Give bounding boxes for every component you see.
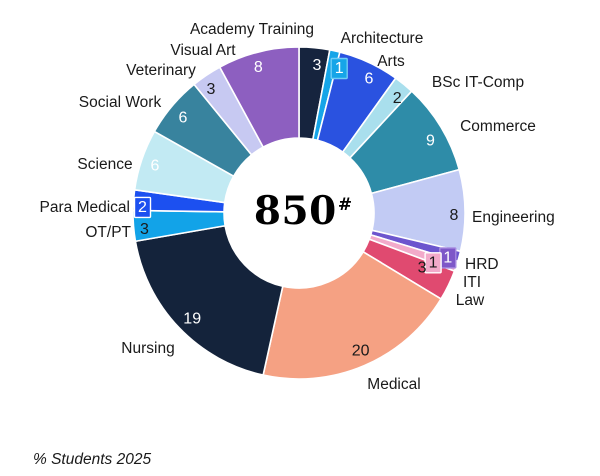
category-label-law: Law bbox=[456, 292, 485, 309]
slice-nursing bbox=[134, 224, 284, 376]
category-label-engineering: Engineering bbox=[472, 209, 555, 226]
category-label-science: Science bbox=[77, 156, 132, 173]
category-label-medical: Medical bbox=[367, 376, 420, 393]
category-label-academy-training: Academy Training bbox=[190, 21, 314, 38]
category-label-ot-pt: OT/PT bbox=[85, 224, 131, 241]
category-label-bsc-it-comp: BSc IT-Comp bbox=[432, 74, 524, 91]
slice-medical bbox=[262, 251, 442, 380]
category-label-veterinary: Veterinary bbox=[126, 62, 196, 79]
value-label-iti: 1 bbox=[429, 254, 438, 271]
category-label-social-work: Social Work bbox=[79, 94, 162, 111]
category-label-commerce: Commerce bbox=[460, 118, 536, 135]
category-label-para-medical: Para Medical bbox=[40, 199, 130, 216]
value-label-architecture: 1 bbox=[335, 60, 344, 77]
value-badge-iti bbox=[424, 252, 442, 274]
category-label-arts: Arts bbox=[377, 53, 405, 70]
value-label-para-medical: 2 bbox=[138, 199, 147, 216]
value-label-ot-pt: 3 bbox=[140, 221, 149, 238]
value-label-arts: 6 bbox=[364, 70, 373, 87]
donut-slices bbox=[132, 46, 466, 380]
value-label-veterinary: 3 bbox=[207, 81, 216, 98]
center-total-value: 850 bbox=[253, 188, 337, 234]
value-label-visual-art: 8 bbox=[254, 59, 263, 76]
value-badge-para-medical bbox=[133, 196, 152, 219]
center-total-superscript: # bbox=[337, 195, 353, 215]
category-label-hrd: HRD bbox=[465, 256, 499, 273]
value-label-commerce: 9 bbox=[426, 132, 435, 149]
category-labels: Academy Training Architecture Arts BSc IT-C… bbox=[40, 21, 555, 393]
value-label-science: 6 bbox=[150, 158, 159, 175]
category-label-visual-art: Visual Art bbox=[170, 42, 236, 59]
slice-visual-art bbox=[218, 46, 300, 148]
value-badge-architecture bbox=[330, 57, 348, 80]
value-label-social-work: 6 bbox=[179, 110, 188, 127]
value-label-medical: 20 bbox=[352, 343, 370, 360]
value-label-nursing: 19 bbox=[183, 310, 201, 327]
value-label-bsc-it-comp: 2 bbox=[393, 90, 402, 107]
center-total: 850# bbox=[254, 188, 352, 234]
category-label-iti: ITI bbox=[463, 274, 481, 291]
value-label-engineering: 8 bbox=[450, 207, 459, 224]
category-label-nursing: Nursing bbox=[121, 340, 174, 357]
value-label-hrd: 1 bbox=[443, 249, 452, 266]
value-label-law: 3 bbox=[418, 259, 427, 276]
footnote: % Students 2025 bbox=[33, 451, 152, 468]
category-label-architecture: Architecture bbox=[341, 30, 424, 47]
value-label-academy-training: 3 bbox=[312, 57, 321, 74]
